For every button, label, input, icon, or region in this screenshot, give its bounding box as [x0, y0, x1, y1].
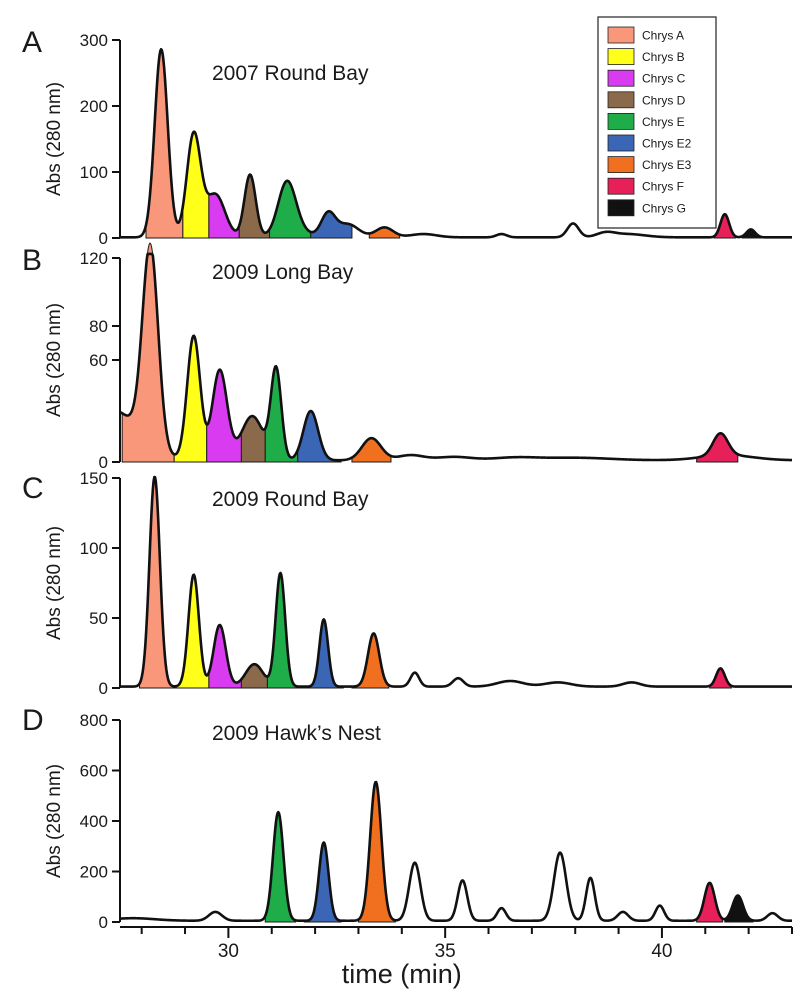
panel-d-trace	[119, 780, 793, 923]
panel-a-y-label: Abs (280 nm)	[44, 82, 65, 196]
panel-c-fill-chrys-f	[709, 667, 732, 689]
legend-label-chrys-c: Chrys C	[642, 72, 686, 86]
panel-c-fill-chrys-e2	[303, 618, 344, 689]
legend-swatch-chrys-f	[607, 177, 635, 195]
panel-a-letter: A	[22, 26, 42, 59]
panel-b-y-tick-label: 60	[89, 351, 108, 370]
legend-label-chrys-a: Chrys A	[642, 29, 684, 43]
panel-d-fill-chrys-e2	[303, 841, 342, 923]
legend-swatch-chrys-e3	[607, 156, 635, 174]
legend-swatch-chrys-e2	[607, 134, 635, 152]
legend-label-chrys-d: Chrys D	[642, 93, 686, 107]
legend-swatch-chrys-e	[607, 113, 635, 130]
panel-c-letter: C	[22, 472, 44, 505]
panel-b-letter: B	[22, 244, 42, 277]
panel-c-fill-chrys-c	[208, 624, 242, 689]
legend-label-chrys-f: Chrys F	[642, 180, 684, 194]
panel-d-y-tick-label: 0	[99, 913, 108, 932]
panel-d-title: 2009 Hawk’s Nest	[212, 722, 381, 745]
panel-c-y-tick-label: 50	[89, 609, 108, 628]
panel-d-y-tick-label: 600	[80, 762, 108, 781]
panel-d-y-label: Abs (280 nm)	[44, 764, 65, 878]
panel-d-y-tick-label: 400	[80, 812, 108, 831]
legend-swatch-chrys-d	[607, 91, 635, 109]
panel-d-letter: D	[22, 704, 44, 737]
panel-c-y-label: Abs (280 nm)	[44, 526, 65, 640]
panel-b-title: 2009 Long Bay	[212, 261, 354, 284]
panel-a-y-tick-label: 300	[80, 31, 108, 50]
panel-c-trace	[119, 475, 793, 688]
panel-c-fill-chrys-d	[240, 663, 268, 689]
legend-swatch-chrys-b	[607, 48, 635, 65]
panel-a-title: 2007 Round Bay	[212, 62, 369, 85]
legend-label-chrys-e3: Chrys E3	[642, 158, 692, 172]
panel-a-y-tick-label: 200	[80, 97, 108, 116]
panel-b-y-tick-label: 0	[99, 453, 108, 472]
legend-swatch-chrys-c	[607, 69, 635, 87]
legend-label-chrys-e2: Chrys E2	[642, 137, 692, 151]
panel-b-y-tick-label: 80	[89, 317, 108, 336]
legend-swatch-chrys-g	[607, 199, 635, 217]
panel-d-y-tick-label: 800	[80, 711, 108, 730]
panel-c-y-tick-label: 100	[80, 539, 108, 558]
x-tick-label: 35	[435, 941, 456, 962]
panel-b-y-label: Abs (280 nm)	[44, 303, 65, 417]
x-tick-label: 30	[218, 941, 239, 962]
panel-b-y-tick-label: 120	[80, 249, 108, 268]
panel-d-fill-chrys-f	[696, 882, 724, 923]
x-tick-label: 40	[651, 941, 672, 962]
legend-label-chrys-g: Chrys G	[642, 201, 686, 215]
legend-label-chrys-b: Chrys B	[642, 50, 685, 64]
legend-swatch-chrys-a	[607, 26, 635, 44]
panel-c-y-tick-label: 150	[80, 469, 108, 488]
panel-a-y-tick-label: 0	[99, 229, 108, 248]
panel-c-title: 2009 Round Bay	[212, 488, 369, 511]
x-axis-label: time (min)	[342, 959, 462, 989]
panel-a-y-tick-label: 100	[80, 163, 108, 182]
panel-a-trace	[119, 47, 793, 239]
panel-c-y-tick-label: 0	[99, 679, 108, 698]
legend-label-chrys-e: Chrys E	[642, 115, 685, 129]
panel-d-y-tick-label: 200	[80, 863, 108, 882]
panel-b-trace	[119, 252, 793, 462]
